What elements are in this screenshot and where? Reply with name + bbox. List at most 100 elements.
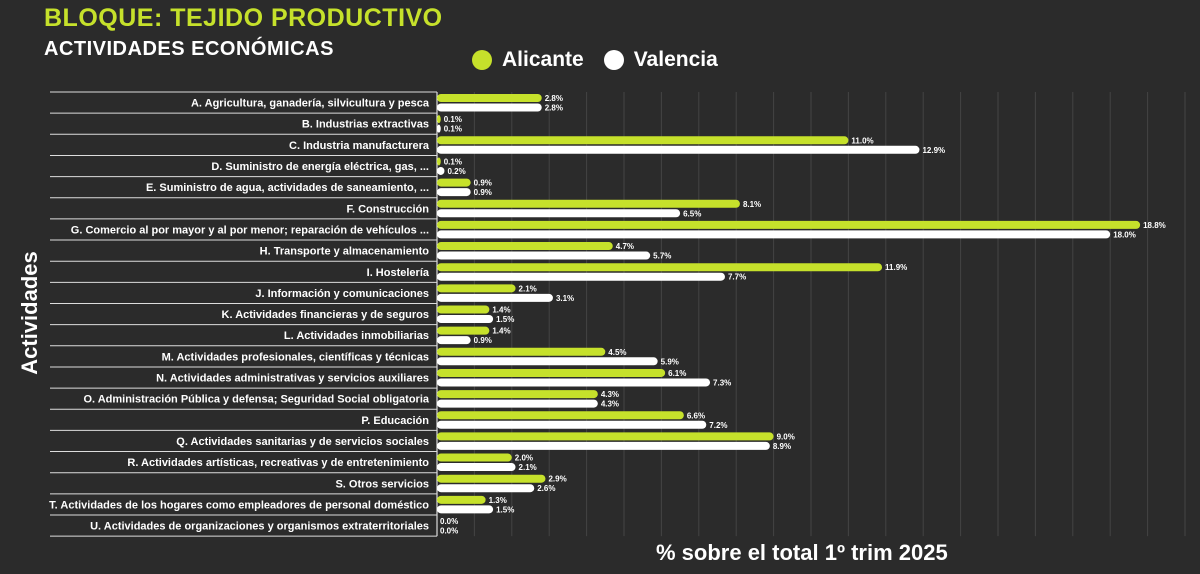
bar-alicante [437,411,684,420]
category-label: U. Actividades de organizaciones y organ… [90,521,429,533]
category-label: P. Educación [361,415,429,427]
bar-alicante [437,474,546,483]
bar-valencia [437,103,542,112]
data-label: 18.8% [1143,221,1166,230]
data-label: 4.5% [608,348,626,357]
data-label: 5.9% [661,357,679,366]
data-label: 6.5% [683,209,701,218]
category-label: B. Industrias extractivas [302,119,429,131]
category-label: E. Suministro de agua, actividades de sa… [146,182,429,194]
category-label: J. Información y comunicaciones [255,288,429,300]
bar-alicante [437,390,598,399]
legend-label: Valencia [633,48,718,71]
category-label: F. Construcción [346,203,429,215]
legend-swatch [472,50,492,70]
bar-valencia [437,209,681,218]
bar-alicante [437,284,516,293]
data-label: 7.3% [713,378,731,387]
category-label: S. Otros servicios [335,478,429,490]
bar-valencia [437,293,553,302]
data-label: 0.9% [474,336,492,345]
data-label: 3.1% [556,294,574,303]
category-label: D. Suministro de energía eléctrica, gas,… [211,161,429,173]
bar-valencia [437,399,598,408]
category-label: M. Actividades profesionales, científica… [162,351,429,363]
data-label: 7.7% [728,273,746,282]
data-label: 4.3% [601,390,619,399]
data-label: 1.5% [496,315,514,324]
bar-valencia [437,188,471,197]
category-label: O. Administración Pública y defensa; Seg… [83,394,429,406]
data-label: 0.1% [444,125,462,134]
bar-valencia [437,420,707,429]
data-label: 11.0% [851,136,873,145]
data-label: 18.0% [1113,230,1136,239]
data-label: 6.1% [668,369,686,378]
category-label: L. Actividades inmobiliarias [284,330,429,342]
data-label: 1.5% [496,505,514,514]
bar-valencia [437,124,441,133]
category-label: Q. Actividades sanitarias y de servicios… [176,436,429,448]
bar-alicante [437,495,486,504]
data-label: 0.1% [444,115,462,124]
data-label: 0.0% [440,527,458,536]
category-label: G. Comercio al por mayor y al por menor;… [71,224,429,236]
category-label: C. Industria manufacturera [289,140,430,152]
data-label: 4.7% [616,242,634,251]
data-label: 2.1% [519,284,537,293]
data-label: 1.3% [489,496,507,505]
data-label: 2.9% [548,475,566,484]
data-label: 6.6% [687,411,705,420]
bar-valencia [437,484,535,493]
bar-valencia [437,272,725,281]
data-label: 0.9% [474,188,492,197]
bar-alicante [437,263,883,272]
bar-valencia [437,463,516,472]
data-label: 5.7% [653,252,671,261]
bar-alicante [437,220,1141,229]
category-label: H. Transporte y almacenamiento [260,246,430,258]
bar-alicante [437,432,774,441]
bar-valencia [437,357,658,366]
legend: Alicante Valencia [472,48,718,72]
bar-valencia [437,251,651,260]
bar-alicante [437,199,740,208]
data-label: 9.0% [777,432,795,441]
data-label: 4.3% [601,400,619,409]
category-label: I. Hostelería [367,267,430,279]
legend-item-valencia: Valencia [603,48,718,72]
data-label: 2.1% [519,463,537,472]
bar-alicante [437,136,849,145]
bar-valencia [437,145,920,154]
bar-alicante [437,305,490,314]
bar-valencia [437,315,494,323]
bar-alicante [437,94,542,102]
page-subtitle: ACTIVIDADES ECONÓMICAS [44,38,334,60]
category-label: R. Actividades artísticas, recreativas y… [127,457,429,469]
data-label: 0.0% [440,517,458,526]
data-label: 11.9% [885,263,907,272]
bar-alicante [437,242,613,251]
data-label: 1.4% [492,327,510,336]
data-label: 12.9% [922,146,945,155]
data-label: 7.2% [709,421,727,430]
category-label: A. Agricultura, ganadería, silvicultura … [191,98,430,110]
bar-valencia [437,230,1111,239]
data-label: 2.8% [545,94,563,103]
data-label: 1.4% [492,306,510,315]
bar-valencia [437,378,711,387]
bar-valencia [437,166,445,175]
page-title: BLOQUE: TEJIDO PRODUCTIVO [44,4,443,32]
bar-alicante [437,326,490,335]
category-label: N. Actividades administrativas y servici… [156,373,429,385]
bar-valencia [437,505,494,514]
bar-alicante [437,368,666,377]
data-label: 8.1% [743,200,761,209]
bar-alicante [437,157,441,166]
data-label: 0.1% [444,157,462,166]
data-label: 0.2% [447,167,465,176]
data-label: 2.8% [545,104,563,113]
data-label: 0.9% [474,179,492,188]
bar-valencia [437,336,471,345]
